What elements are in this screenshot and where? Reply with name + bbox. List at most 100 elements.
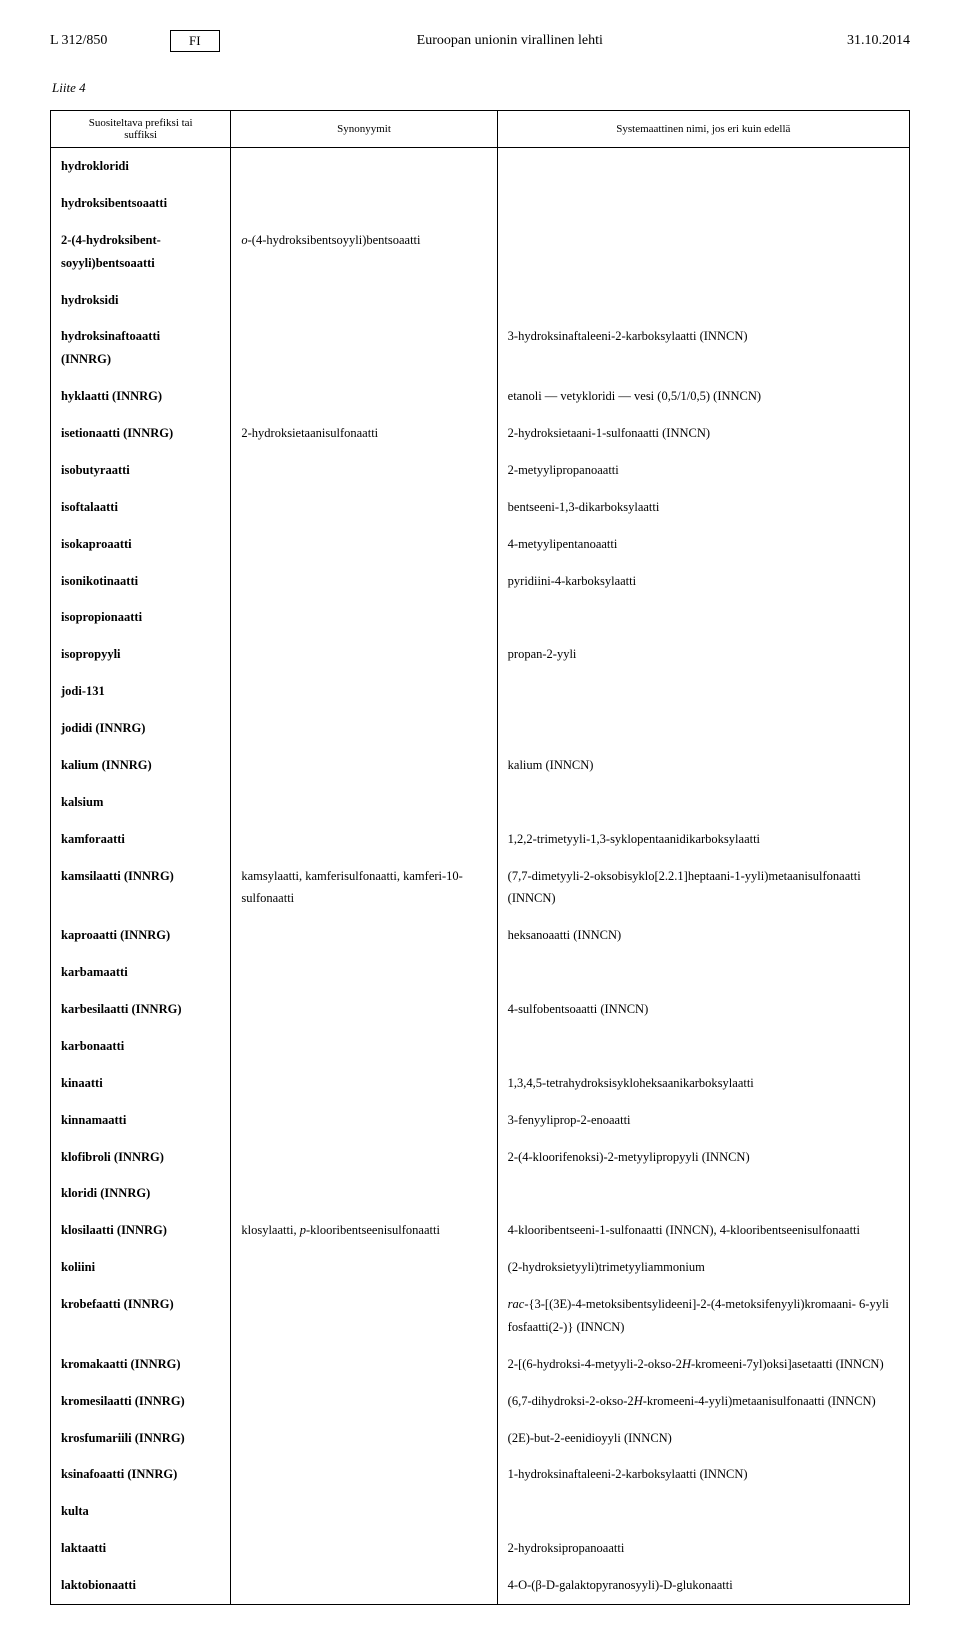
systematic-name: (7,7-dimetyyli-2-oksobisyklo[2.2.1]hepta…	[497, 858, 909, 888]
term: krobefaatti (INNRG)	[51, 1286, 231, 1316]
term: kulta	[51, 1493, 231, 1530]
term: jodi-131	[51, 673, 231, 710]
term: isopropionaatti	[51, 599, 231, 636]
systematic-name: rac-{3-[(3E)-4-metoksibentsylideeni]-2-(…	[497, 1286, 909, 1316]
table-row: kaproaatti (INNRG)heksanoaatti (INNCN)	[51, 917, 910, 954]
systematic-name: 4-O-(β-D-galaktopyranosyyli)-D-glukonaat…	[497, 1567, 909, 1604]
systematic-name: 4-metyylipentanoaatti	[497, 526, 909, 563]
table-row: kalsium	[51, 784, 910, 821]
systematic-name: kalium (INNCN)	[497, 747, 909, 784]
term: karbesilaatti (INNRG)	[51, 991, 231, 1028]
term: kromesilaatti (INNRG)	[51, 1383, 231, 1420]
table-row: kamsilaatti (INNRG)kamsylaatti, kamferis…	[51, 858, 910, 888]
term: kromakaatti (INNRG)	[51, 1346, 231, 1383]
table-row: 2-(4-hydroksibent- o-(4-hydroksibentsoyy…	[51, 222, 910, 252]
term: kamforaatti	[51, 821, 231, 858]
term: ksinafoaatti (INNRG)	[51, 1456, 231, 1493]
term: 2-(4-hydroksibent-	[51, 222, 231, 252]
term: krosfumariili (INNRG)	[51, 1420, 231, 1457]
col-header-prefix: Suositeltava prefiksi taisuffiksi	[51, 111, 231, 148]
systematic-name: 1-hydroksinaftaleeni-2-karboksylaatti (I…	[497, 1456, 909, 1493]
table-row: krobefaatti (INNRG) rac-{3-[(3E)-4-metoks…	[51, 1286, 910, 1316]
table-row: kloridi (INNRG)	[51, 1175, 910, 1212]
synonym: 2-hydroksietaanisulfonaatti	[231, 415, 497, 452]
table-row: hydrokloridi	[51, 148, 910, 185]
term: kinaatti	[51, 1065, 231, 1102]
table-row: sulfonaatti(INNCN)	[51, 887, 910, 917]
term: koliini	[51, 1249, 231, 1286]
systematic-name: (INNCN)	[497, 887, 909, 917]
header-page-ref: L 312/850	[50, 33, 170, 49]
systematic-name: 1,2,2-trimetyyli-1,3-syklopentaanidikarb…	[497, 821, 909, 858]
table-row: karbesilaatti (INNRG)4-sulfobentsoaatti …	[51, 991, 910, 1028]
table-row: hydroksidi	[51, 282, 910, 319]
term: hyklaatti (INNRG)	[51, 378, 231, 415]
term: kalium (INNRG)	[51, 747, 231, 784]
systematic-name: 3-fenyyliprop-2-enoaatti	[497, 1102, 909, 1139]
synonym: kamsylaatti, kamferisulfonaatti, kamferi…	[231, 858, 497, 888]
systematic-name: etanoli — vetykloridi — vesi (0,5/1/0,5)…	[497, 378, 909, 415]
col-header-systematic: Systemaattinen nimi, jos eri kuin edellä	[497, 111, 909, 148]
systematic-name: 2-[(6-hydroksi-4-metyyli-2-okso-2H-krome…	[497, 1346, 909, 1383]
table-row: soyyli)bentsoaatti	[51, 252, 910, 282]
term: kinnamaatti	[51, 1102, 231, 1139]
header-date: 31.10.2014	[790, 33, 910, 49]
table-row: kalium (INNRG) kalium (INNCN)	[51, 747, 910, 784]
table-row: jodidi (INNRG)	[51, 710, 910, 747]
term: kalsium	[51, 784, 231, 821]
systematic-name: 2-hydroksietaani-1-sulfonaatti (INNCN)	[497, 415, 909, 452]
table-row: isonikotinaattipyridiini-4-karboksylaatt…	[51, 563, 910, 600]
systematic-name: 3-hydroksinaftaleeni-2-karboksylaatti (I…	[497, 318, 909, 348]
table-row: laktobionaatti 4-O-(β-D-galaktopyranosyyl…	[51, 1567, 910, 1604]
term: isetionaatti (INNRG)	[51, 415, 231, 452]
table-row: kromakaatti (INNRG) 2-[(6-hydroksi-4-mety…	[51, 1346, 910, 1383]
synonym: klosylaatti, p-klooribentseenisulfonaatt…	[231, 1212, 497, 1249]
col-header-synonyms: Synonyymit	[231, 111, 497, 148]
table-row: isetionaatti (INNRG)2-hydroksietaanisulf…	[51, 415, 910, 452]
annex-label: Liite 4	[52, 80, 910, 96]
table-row: karbonaatti	[51, 1028, 910, 1065]
term: isokaproaatti	[51, 526, 231, 563]
table-row: isopropyyli propan-2-yyli	[51, 636, 910, 673]
table-row: isopropionaatti	[51, 599, 910, 636]
table-row: klofibroli (INNRG) 2-(4-kloorifenoksi)-2-…	[51, 1139, 910, 1176]
term: soyyli)bentsoaatti	[51, 252, 231, 282]
page-header: L 312/850 FI Euroopan unionin virallinen…	[50, 30, 910, 52]
table-row: (INNRG)	[51, 348, 910, 378]
table-row: isobutyraatti 2-metyylipropanoaatti	[51, 452, 910, 489]
term: isobutyraatti	[51, 452, 231, 489]
table-row: isokaproaatti 4-metyylipentanoaatti	[51, 526, 910, 563]
systematic-name: (6,7-dihydroksi-2-okso-2H-kromeeni-4-yyl…	[497, 1383, 909, 1420]
table-row: kulta	[51, 1493, 910, 1530]
synonym: o-(4-hydroksibentsoyyli)bentsoaatti	[231, 222, 497, 252]
term: karbonaatti	[51, 1028, 231, 1065]
term: laktobionaatti	[51, 1567, 231, 1604]
header-title: Euroopan unionin virallinen lehti	[230, 33, 790, 49]
term: (INNRG)	[51, 348, 231, 378]
term: laktaatti	[51, 1530, 231, 1567]
table-row: karbamaatti	[51, 954, 910, 991]
systematic-name: 1,3,4,5-tetrahydroksisykloheksaanikarbok…	[497, 1065, 909, 1102]
term: hydrokloridi	[51, 148, 231, 185]
table-row: kamforaatti 1,2,2-trimetyyli-1,3-syklopen…	[51, 821, 910, 858]
systematic-name: propan-2-yyli	[497, 636, 909, 673]
term: kamsilaatti (INNRG)	[51, 858, 231, 888]
table-row: hydroksibentsoaatti	[51, 185, 910, 222]
systematic-name: (2E)-but-2-eenidioyyli (INNCN)	[497, 1420, 909, 1457]
term: jodidi (INNRG)	[51, 710, 231, 747]
term: kloridi (INNRG)	[51, 1175, 231, 1212]
systematic-name: fosfaatti(2-)} (INNCN)	[497, 1316, 909, 1346]
term: isopropyyli	[51, 636, 231, 673]
term: hydroksinaftoaatti	[51, 318, 231, 348]
term: isoftalaatti	[51, 489, 231, 526]
terminology-table: Suositeltava prefiksi taisuffiksi Synony…	[50, 110, 910, 1605]
systematic-name: (2-hydroksietyyli)trimetyyliammonium	[497, 1249, 909, 1286]
table-row: krosfumariili (INNRG) (2E)-but-2-eenidioy…	[51, 1420, 910, 1457]
term: klofibroli (INNRG)	[51, 1139, 231, 1176]
table-row: jodi-131	[51, 673, 910, 710]
systematic-name: 2-metyylipropanoaatti	[497, 452, 909, 489]
term: karbamaatti	[51, 954, 231, 991]
systematic-name: 2-(4-kloorifenoksi)-2-metyylipropyyli (I…	[497, 1139, 909, 1176]
term: isonikotinaatti	[51, 563, 231, 600]
systematic-name: 4-klooribentseeni-1-sulfonaatti (INNCN),…	[497, 1212, 909, 1249]
